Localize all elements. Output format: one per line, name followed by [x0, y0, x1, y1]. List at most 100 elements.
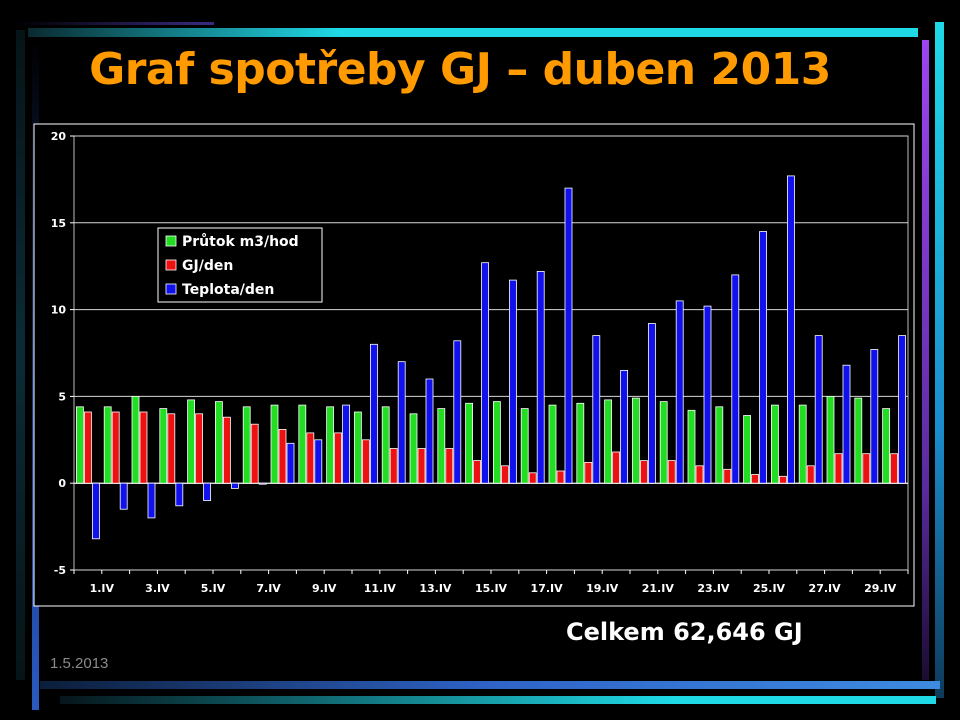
bar-temp	[397, 361, 406, 484]
bar-gj	[473, 460, 482, 484]
bar-temp	[92, 482, 100, 540]
bar-flow	[576, 402, 585, 484]
bar-gj	[556, 470, 565, 484]
bar-temp	[258, 482, 267, 485]
bar-flow	[76, 406, 84, 484]
bar-temp	[508, 279, 517, 484]
bar-gj	[278, 428, 287, 484]
bar-flow	[437, 408, 446, 484]
bar-temp	[870, 349, 879, 484]
frame-bar-top	[28, 28, 918, 37]
plot-area	[73, 135, 909, 571]
y-tick-label: 15	[51, 217, 66, 230]
bar-flow	[465, 402, 474, 484]
bar-flow	[187, 399, 196, 484]
bar-temp	[842, 364, 851, 484]
bar-temp	[814, 335, 823, 484]
frame-bar-right-purple	[922, 40, 929, 680]
x-tick-label: 11.IV	[364, 582, 397, 595]
bar-gj	[334, 432, 343, 484]
bar-temp	[230, 482, 239, 489]
bar-flow	[715, 406, 724, 484]
bar-temp	[592, 335, 601, 484]
x-tick-label: 17.IV	[531, 582, 564, 595]
x-tick-label: 25.IV	[753, 582, 786, 595]
y-tick-label: 0	[58, 477, 66, 490]
bar-temp	[286, 442, 295, 484]
bar-gj	[751, 474, 759, 484]
frame-bar-left-dark	[16, 30, 25, 680]
bar-gj	[834, 453, 843, 484]
bar-temp	[703, 305, 712, 484]
bar-gj	[250, 423, 259, 484]
total-consumption: Celkem 62,646 GJ	[566, 618, 803, 646]
bar-flow	[242, 406, 251, 484]
bar-flow	[131, 395, 140, 484]
x-tick-label: 7.IV	[256, 582, 281, 595]
bar-gj	[640, 460, 648, 484]
bar-flow	[604, 399, 612, 484]
bar-gj	[806, 465, 815, 484]
bar-flow	[826, 395, 835, 484]
bar-flow	[548, 404, 557, 484]
bar-gj	[500, 465, 509, 484]
bar-temp	[620, 369, 628, 484]
slide-date: 1.5.2013	[50, 655, 109, 672]
bar-flow	[743, 415, 751, 484]
bar-temp	[898, 335, 906, 484]
y-tick-label: -5	[54, 564, 66, 577]
y-tick-label: 5	[58, 390, 66, 403]
x-tick-label: 15.IV	[475, 582, 508, 595]
legend-swatch	[165, 283, 177, 295]
legend-swatch	[165, 235, 177, 247]
frame-bar-right	[935, 22, 944, 698]
bar-flow	[353, 411, 362, 484]
bar-flow	[159, 408, 168, 484]
bar-flow	[381, 406, 390, 484]
x-tick-label: 3.IV	[145, 582, 170, 595]
bar-temp	[453, 340, 462, 484]
page-title: Graf spotřeby GJ – duben 2013	[89, 44, 831, 95]
bar-temp	[536, 270, 545, 484]
bar-temp	[314, 439, 323, 484]
bar-gj	[723, 468, 732, 484]
bar-gj	[195, 413, 204, 484]
legend-swatch	[165, 259, 177, 271]
bar-temp	[787, 175, 795, 484]
bar-temp	[481, 262, 490, 484]
bar-temp	[425, 378, 434, 484]
bar-temp	[147, 482, 156, 519]
bar-temp	[759, 231, 767, 484]
bar-gj	[890, 453, 898, 484]
bar-flow	[298, 404, 307, 484]
bar-flow	[882, 408, 890, 484]
bar-temp	[342, 404, 351, 484]
bar-temp	[119, 482, 128, 510]
bar-gj	[306, 432, 315, 484]
bar-temp	[369, 343, 378, 484]
bar-flow	[520, 408, 529, 484]
bar-flow	[492, 401, 501, 484]
bar-gj	[417, 448, 426, 484]
frame-bar-top-purple	[14, 22, 214, 25]
y-tick-label: 20	[51, 130, 67, 143]
x-tick-label: 5.IV	[201, 582, 226, 595]
bar-gj	[111, 411, 120, 484]
y-tick-label: 10	[51, 304, 67, 317]
x-tick-label: 23.IV	[697, 582, 730, 595]
bar-temp	[564, 187, 573, 484]
legend-label: Průtok m3/hod	[182, 233, 299, 250]
bar-temp	[203, 482, 212, 502]
bar-gj	[167, 413, 176, 484]
x-tick-label: 13.IV	[419, 582, 452, 595]
bar-temp	[175, 482, 184, 507]
bar-temp	[731, 274, 740, 484]
bar-flow	[659, 401, 668, 484]
bar-gj	[667, 460, 676, 484]
bar-flow	[270, 404, 279, 484]
x-tick-label: 21.IV	[642, 582, 675, 595]
bar-gj	[139, 411, 148, 484]
x-tick-label: 1.IV	[90, 582, 115, 595]
bar-temp	[675, 300, 684, 484]
